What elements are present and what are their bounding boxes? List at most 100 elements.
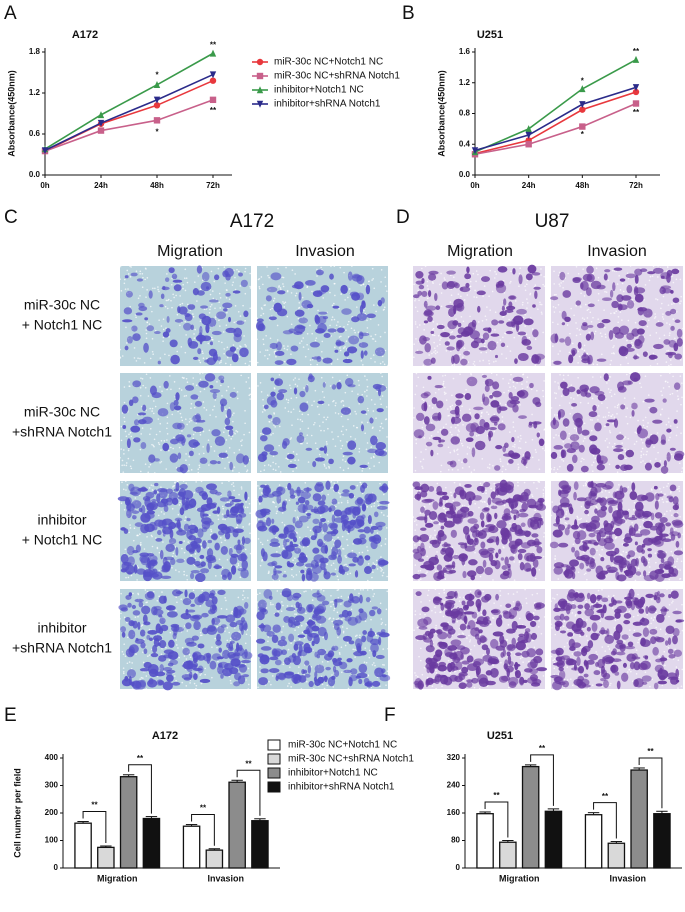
- pore: [521, 303, 524, 306]
- cell: [304, 499, 310, 506]
- cell: [460, 511, 471, 518]
- pore: [301, 420, 304, 423]
- cell: [413, 294, 420, 299]
- cell: [571, 402, 578, 407]
- cell: [587, 303, 595, 308]
- cell: [644, 398, 655, 403]
- pore: [643, 427, 646, 429]
- cell: [673, 453, 684, 461]
- pore: [577, 272, 580, 275]
- pore: [675, 278, 678, 281]
- pore: [173, 675, 176, 677]
- pore: [529, 317, 532, 319]
- cell: [281, 549, 289, 559]
- pore: [178, 387, 181, 390]
- pore: [642, 400, 645, 403]
- cell: [442, 491, 448, 496]
- pore: [486, 502, 489, 505]
- pore: [652, 352, 655, 355]
- pore: [123, 453, 125, 455]
- cell: [475, 425, 485, 435]
- pore: [266, 539, 269, 542]
- cell: [278, 389, 288, 394]
- cell: [521, 338, 532, 346]
- pore: [462, 320, 465, 323]
- cell: [490, 415, 500, 424]
- cell: [172, 279, 183, 283]
- pore: [154, 329, 157, 332]
- pore: [326, 416, 329, 419]
- pore: [142, 677, 144, 679]
- pore: [380, 544, 383, 547]
- pore: [209, 305, 212, 308]
- pore: [414, 544, 416, 546]
- pore: [639, 382, 641, 385]
- pore: [219, 537, 222, 539]
- pore: [285, 486, 288, 489]
- pore: [438, 388, 440, 391]
- pore: [372, 354, 375, 356]
- pore: [558, 434, 560, 437]
- pore: [259, 541, 262, 544]
- cell: [618, 304, 628, 311]
- pore: [161, 591, 163, 593]
- cell: [229, 501, 234, 506]
- pore: [429, 536, 431, 539]
- pore: [243, 335, 245, 337]
- cell: [603, 273, 608, 281]
- pore: [413, 497, 416, 500]
- pore: [275, 512, 278, 515]
- pore: [624, 450, 627, 453]
- pore: [550, 514, 553, 517]
- pore: [371, 279, 373, 281]
- pore: [249, 307, 252, 310]
- pore: [368, 280, 370, 283]
- pore: [272, 461, 274, 464]
- pore: [146, 289, 148, 291]
- pore: [185, 334, 187, 336]
- pore: [345, 563, 347, 566]
- pore: [492, 361, 495, 363]
- pore: [142, 384, 145, 387]
- pore: [514, 430, 517, 432]
- pore: [577, 376, 579, 379]
- cell: [151, 571, 163, 580]
- pore: [218, 301, 220, 304]
- pore: [537, 308, 539, 310]
- pore: [572, 543, 575, 546]
- pore: [314, 389, 317, 392]
- cell: [441, 281, 449, 290]
- pore: [257, 485, 259, 487]
- cell: [465, 423, 477, 433]
- cell: [289, 541, 294, 548]
- cell: [480, 541, 486, 549]
- pore: [450, 491, 452, 494]
- cell: [318, 521, 323, 529]
- pore: [541, 313, 543, 315]
- cell: [261, 451, 268, 457]
- cell: [270, 377, 275, 382]
- cell: [658, 563, 665, 570]
- cell: [297, 503, 308, 514]
- cell: [261, 427, 272, 435]
- pore: [444, 578, 447, 580]
- cell: [423, 401, 428, 412]
- pore: [199, 320, 202, 322]
- pore: [679, 515, 681, 518]
- cell: [532, 329, 539, 338]
- pore: [344, 391, 347, 394]
- pore: [247, 688, 250, 690]
- micrograph: [255, 480, 390, 582]
- pore: [448, 414, 450, 417]
- pore: [281, 512, 284, 514]
- pore: [590, 321, 593, 323]
- pore: [480, 500, 482, 502]
- cell: [131, 325, 138, 332]
- cell: [619, 464, 629, 471]
- cell: [173, 488, 179, 492]
- pore: [485, 492, 487, 494]
- pore: [444, 509, 447, 512]
- pore: [155, 537, 157, 539]
- cell: [655, 322, 664, 327]
- cell: [668, 339, 677, 348]
